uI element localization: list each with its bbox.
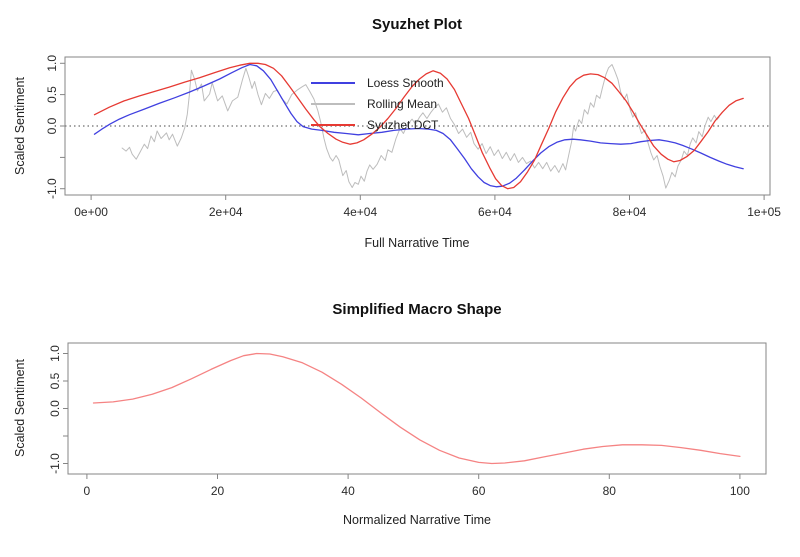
x-tick-label: 100 bbox=[730, 484, 750, 498]
x-tick-label: 20 bbox=[211, 484, 225, 498]
x-tick-label: 0e+00 bbox=[74, 205, 108, 219]
plot-box bbox=[67, 342, 767, 475]
y-tick-label: -1.0 bbox=[45, 178, 59, 199]
legend-label: Syuzhet DCT bbox=[367, 117, 439, 132]
legend: Loess Smooth Rolling Mean Syuzhet DCT bbox=[311, 72, 444, 135]
series-line-macro-shape bbox=[92, 352, 741, 465]
x-tick-label: 40 bbox=[341, 484, 355, 498]
legend-label: Loess Smooth bbox=[367, 75, 444, 90]
legend-item-loess: Loess Smooth bbox=[311, 72, 444, 93]
macro-yaxis-label: Scaled Sentiment bbox=[13, 359, 27, 457]
syuzhet-dct-line-swatch bbox=[311, 123, 355, 126]
legend-item-rolling-mean: Rolling Mean bbox=[311, 93, 444, 114]
legend-label: Rolling Mean bbox=[367, 96, 438, 111]
rolling-mean-line-swatch bbox=[311, 102, 355, 105]
x-tick-label: 4e+04 bbox=[343, 205, 377, 219]
macro-xaxis-label: Normalized Narrative Time bbox=[343, 513, 491, 527]
series-line-loess-smooth bbox=[93, 63, 744, 188]
x-tick-label: 60 bbox=[472, 484, 486, 498]
y-tick-label: 0.0 bbox=[48, 400, 62, 417]
legend-item-syuzhet-dct: Syuzhet DCT bbox=[311, 114, 444, 135]
y-tick-label: -1.0 bbox=[48, 453, 62, 474]
series-line-syuzhet-dct bbox=[93, 62, 744, 190]
macro-plot-title: Simplified Macro Shape bbox=[332, 301, 502, 318]
y-tick-label: 1.0 bbox=[45, 55, 59, 72]
y-tick-label: 0.5 bbox=[45, 86, 59, 103]
x-tick-label: 1e+05 bbox=[747, 205, 781, 219]
loess-line-swatch bbox=[311, 81, 355, 84]
y-tick-label: 1.0 bbox=[48, 345, 62, 362]
syuzhet-plot-area: 0e+00 2e+04 4e+04 6e+04 8e+04 1e+05 1.0 0.5 0.0 -… bbox=[45, 55, 781, 219]
y-tick-label: 0.5 bbox=[48, 372, 62, 389]
x-tick-label: 8e+04 bbox=[613, 205, 647, 219]
x-tick-label: 80 bbox=[603, 484, 617, 498]
syuzhet-yaxis-label: Scaled Sentiment bbox=[13, 77, 27, 175]
syuzhet-xaxis-label: Full Narrative Time bbox=[364, 236, 470, 250]
x-tick-label: 2e+04 bbox=[209, 205, 243, 219]
y-tick-label: 0.0 bbox=[45, 117, 59, 134]
x-tick-label: 6e+04 bbox=[478, 205, 512, 219]
syuzhet-plot-title: Syuzhet Plot bbox=[371, 16, 462, 33]
macro-plot-area: 0 20 40 60 80 100 1.0 0.5 0.0 -1.0 bbox=[48, 342, 767, 498]
x-tick-label: 0 bbox=[84, 484, 91, 498]
